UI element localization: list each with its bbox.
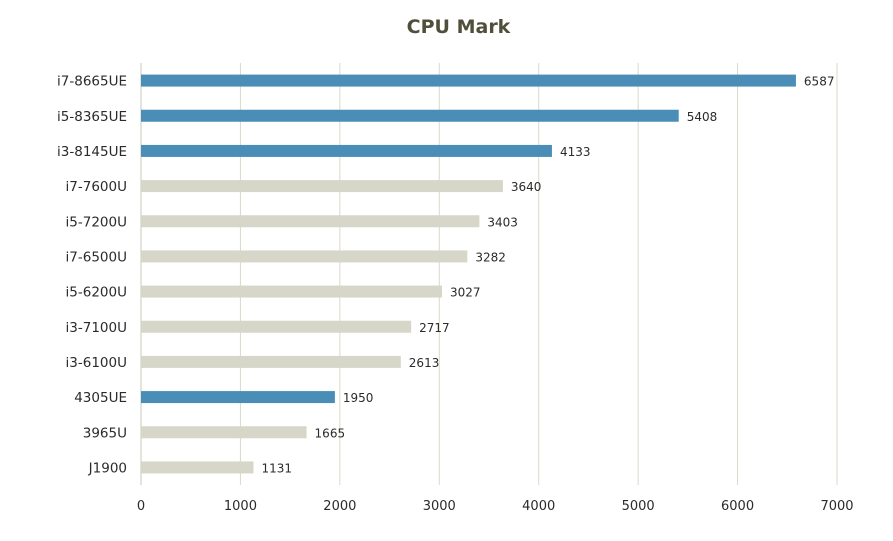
x-tick-label: 7000 — [820, 499, 853, 514]
category-label: i5-7200U — [66, 214, 127, 230]
data-label: 3282 — [475, 250, 506, 264]
data-label: 3640 — [511, 180, 542, 194]
data-label: 1131 — [261, 461, 292, 475]
bar — [141, 180, 503, 193]
x-tick-label: 4000 — [522, 499, 555, 514]
bar — [141, 215, 480, 228]
category-label: 4305UE — [74, 390, 127, 406]
bar — [141, 391, 335, 404]
data-label: 2613 — [409, 356, 440, 370]
bar — [141, 461, 254, 474]
x-tick-label: 2000 — [323, 499, 356, 514]
data-label: 4133 — [560, 145, 591, 159]
category-label: 3965U — [83, 425, 127, 441]
data-label: 6587 — [804, 75, 835, 89]
category-label: i3-6100U — [66, 355, 127, 371]
x-tick-label: 1000 — [224, 499, 257, 514]
bar — [141, 109, 679, 122]
category-label: i7-6500U — [66, 249, 127, 265]
category-label: J1900 — [88, 460, 127, 476]
data-label: 5408 — [687, 110, 718, 124]
category-label: i7-8665UE — [57, 74, 127, 90]
x-tick-label: 0 — [137, 499, 145, 514]
category-label: i5-6200U — [66, 285, 127, 301]
x-tick-label: 5000 — [622, 499, 655, 514]
category-label: i7-7600U — [66, 179, 127, 195]
bar — [141, 74, 796, 87]
x-tick-label: 6000 — [721, 499, 754, 514]
bar — [141, 355, 401, 368]
data-label: 2717 — [419, 321, 450, 335]
data-label: 3403 — [487, 215, 518, 229]
data-label: 1950 — [343, 391, 374, 405]
chart-title: CPU Mark — [406, 16, 511, 38]
category-label: i5-8365UE — [57, 109, 127, 125]
bar — [141, 250, 468, 263]
bar — [141, 320, 412, 333]
bar — [141, 144, 552, 157]
category-label: i3-8145UE — [57, 144, 127, 160]
data-label: 3027 — [450, 286, 481, 300]
bar — [141, 426, 307, 439]
data-label: 1665 — [315, 426, 346, 440]
bar — [141, 285, 442, 298]
category-label: i3-7100U — [66, 320, 127, 336]
x-tick-label: 3000 — [423, 499, 456, 514]
